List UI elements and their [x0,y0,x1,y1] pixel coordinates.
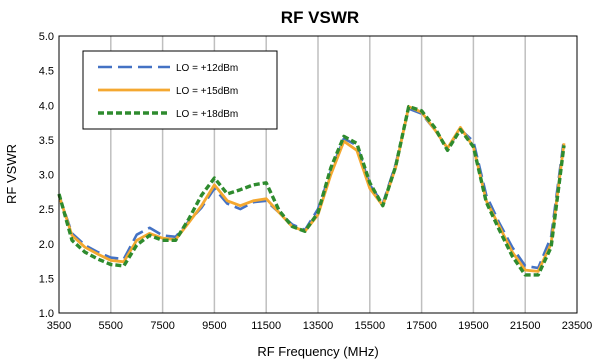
legend-label-2: LO = +15dBm [176,86,238,97]
series-lines [57,104,566,277]
legend: LO = +12dBm LO = +15dBm LO = +18dBm [82,50,278,130]
x-tick-label: 5500 [99,320,123,332]
y-tick-label: 3.0 [39,170,54,182]
legend-label-1: LO = +12dBm [176,63,238,74]
y-tick-label: 2.5 [39,204,54,216]
y-tick-label: 4.5 [39,66,54,78]
y-tick-label: 1.5 [39,273,54,285]
y-tick-label: 2.0 [39,239,54,251]
series-line-3 [57,104,566,277]
y-tick-labels: 1.0 1.5 2.0 2.5 3.0 3.5 4.0 4.5 5.0 [39,31,54,320]
x-tick-label: 17500 [406,320,437,332]
y-tick-label: 3.5 [39,135,54,147]
x-tick-label: 21500 [510,320,541,332]
x-tick-label: 15500 [355,320,386,332]
x-tick-label: 13500 [303,320,334,332]
x-tick-label: 23500 [562,320,593,332]
x-axis-label: RF Frequency (MHz) [257,344,378,359]
x-tick-label: 9500 [202,320,226,332]
y-tick-label: 1.0 [39,308,54,320]
y-tick-label: 5.0 [39,31,54,43]
y-tick-label: 4.0 [39,100,54,112]
x-tick-label: 7500 [150,320,174,332]
x-tick-label: 3500 [47,320,71,332]
chart-title: RF VSWR [281,8,359,27]
x-tick-label: 11500 [251,320,281,332]
y-axis-label: RF VSWR [4,144,19,204]
x-tick-labels: 3500 5500 7500 9500 11500 13500 15500 17500 1950… [47,320,593,332]
legend-label-3: LO = +18dBm [176,109,238,120]
plot-border [58,35,578,314]
x-tick-label: 19500 [458,320,489,332]
